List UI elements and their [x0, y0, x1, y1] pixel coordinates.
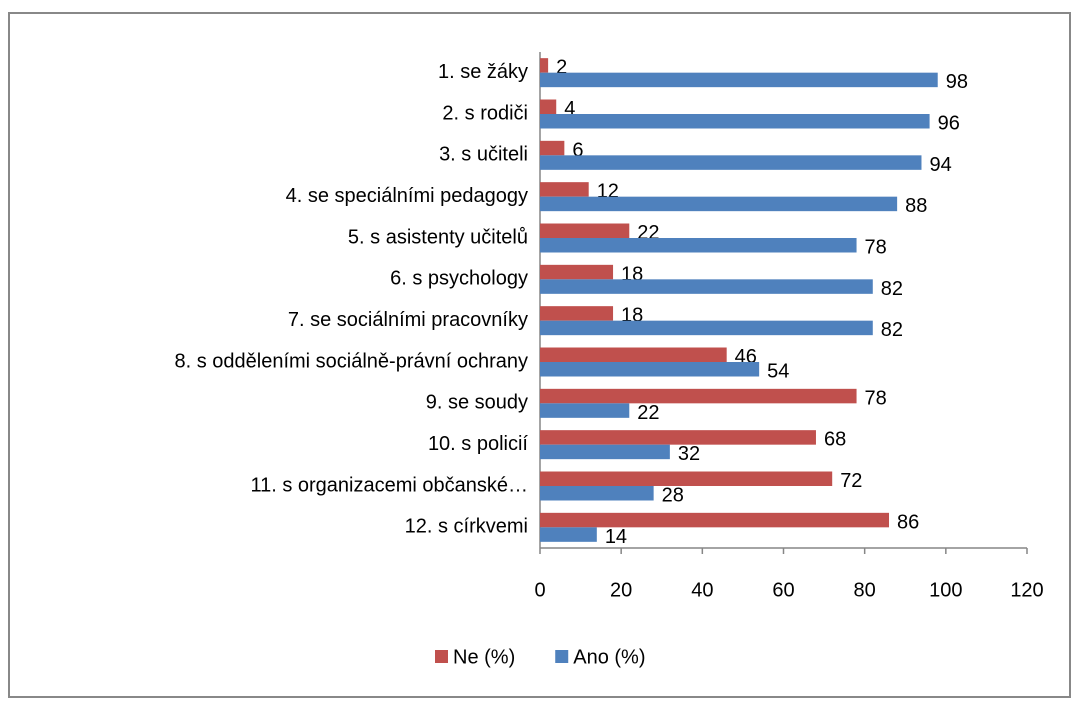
- bar: [540, 486, 654, 501]
- data-label: 94: [929, 154, 951, 176]
- y-tick-label: 6. s psychology: [390, 268, 528, 290]
- y-tick-label: 5. s asistenty učitelů: [348, 226, 528, 248]
- bar: [540, 388, 857, 404]
- bar: [540, 114, 930, 129]
- y-tick-label: 9. se soudy: [426, 392, 528, 414]
- data-label: 96: [938, 113, 960, 135]
- y-tick-label: 8. s odděleními sociálně-právní ochrany: [174, 350, 528, 372]
- bar: [540, 140, 565, 156]
- bar: [540, 196, 898, 212]
- data-label: 82: [881, 319, 903, 341]
- y-tick-label: 1. se žáky: [438, 61, 528, 83]
- y-tick-label: 7. se sociálními pracovníky: [288, 309, 528, 331]
- bar: [540, 430, 816, 445]
- bar: [540, 72, 938, 88]
- data-label: 4: [564, 98, 575, 120]
- bar: [540, 99, 557, 114]
- x-tick-label: 0: [534, 579, 545, 601]
- data-label: 14: [605, 526, 627, 548]
- legend-swatch: [555, 650, 569, 663]
- data-label: 72: [840, 470, 862, 492]
- y-tick-label: 11. s organizacemi občanské…: [250, 474, 528, 496]
- bar: [540, 182, 589, 197]
- data-label: 68: [824, 429, 846, 451]
- data-label: 82: [881, 278, 903, 300]
- legend-label: Ne (%): [453, 646, 515, 668]
- x-tick-label: 80: [854, 579, 876, 601]
- bar: [540, 238, 857, 253]
- bar: [540, 306, 614, 321]
- bar: [540, 223, 630, 238]
- x-tick-label: 100: [929, 579, 962, 601]
- legend-swatch: [435, 650, 448, 663]
- bar: [540, 264, 614, 280]
- bar: [540, 155, 922, 170]
- data-label: 88: [905, 195, 927, 217]
- y-tick-label: 3. s učiteli: [439, 144, 528, 166]
- bar: [540, 471, 833, 486]
- data-label: 86: [897, 511, 919, 533]
- data-label: 28: [662, 485, 684, 507]
- data-label: 22: [637, 402, 659, 424]
- bar: [540, 527, 597, 542]
- bar: [540, 279, 873, 294]
- y-tick-label: 12. s církvemi: [405, 516, 528, 538]
- x-tick-label: 120: [1010, 579, 1043, 601]
- legend-label: Ano (%): [573, 646, 645, 668]
- y-tick-label: 10. s policií: [428, 433, 528, 455]
- data-label: 54: [767, 361, 789, 383]
- bar: [540, 362, 760, 377]
- bar: [540, 403, 630, 418]
- bar: [540, 512, 890, 528]
- y-tick-label: 2. s rodiči: [442, 102, 528, 124]
- bar: [540, 444, 670, 460]
- data-label: 2: [556, 57, 567, 79]
- bar: [540, 347, 727, 362]
- x-tick-label: 60: [772, 579, 794, 601]
- data-label: 32: [678, 443, 700, 465]
- y-tick-label: 4. se speciálními pedagogy: [286, 185, 528, 207]
- x-tick-label: 20: [610, 579, 632, 601]
- bar: [540, 58, 549, 73]
- data-label: 98: [946, 71, 968, 93]
- data-label: 6: [572, 139, 583, 161]
- data-label: 78: [865, 387, 887, 409]
- bar: [540, 320, 873, 336]
- x-tick-label: 40: [691, 579, 713, 601]
- data-label: 78: [865, 237, 887, 259]
